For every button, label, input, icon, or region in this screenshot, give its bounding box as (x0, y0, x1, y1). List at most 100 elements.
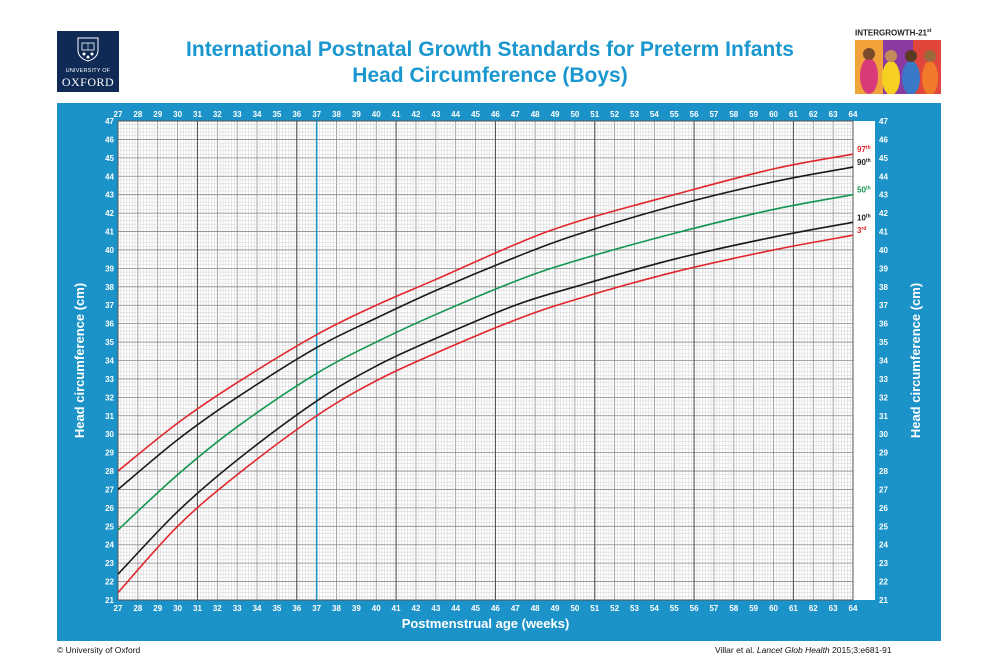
y-tick-label-right: 28 (879, 467, 888, 476)
y-axis-label-left: Head circumference (cm) (72, 283, 87, 438)
y-tick-label-right: 31 (879, 412, 888, 421)
y-tick-label-left: 35 (105, 338, 114, 347)
intergrowth-logo-text: INTERGROWTH-21st (855, 28, 932, 38)
y-tick-label-right: 47 (879, 117, 888, 126)
y-tick-label-right: 44 (879, 172, 888, 181)
intergrowth-logo: INTERGROWTH-21st (855, 28, 941, 94)
y-tick-label-left: 25 (105, 522, 114, 531)
y-tick-label-right: 29 (879, 449, 888, 458)
x-tick-label-top: 57 (709, 110, 718, 119)
x-tick-label-top: 27 (114, 110, 123, 119)
percentile-curve-p50 (117, 193, 854, 531)
x-tick-label-top: 28 (133, 110, 142, 119)
x-tick-label-bottom: 63 (829, 604, 838, 613)
x-tick-label-bottom: 54 (650, 604, 659, 613)
y-tick-label-right: 32 (879, 393, 888, 402)
x-tick-label-top: 30 (173, 110, 182, 119)
x-tick-label-top: 31 (193, 110, 202, 119)
y-tick-label-left: 21 (105, 596, 114, 605)
x-tick-label-bottom: 49 (551, 604, 560, 613)
x-tick-label-bottom: 50 (570, 604, 579, 613)
x-tick-label-bottom: 55 (670, 604, 679, 613)
x-tick-label-bottom: 57 (709, 604, 718, 613)
y-tick-label-right: 37 (879, 301, 888, 310)
x-tick-label-top: 50 (570, 110, 579, 119)
x-tick-label-bottom: 34 (253, 604, 262, 613)
x-tick-label-top: 48 (531, 110, 540, 119)
x-tick-label-top: 35 (272, 110, 281, 119)
y-tick-label-left: 42 (105, 209, 114, 218)
oxford-crest-icon (77, 37, 99, 62)
y-tick-label-right: 33 (879, 375, 888, 384)
oxford-logo-line2: OXFORD (61, 75, 115, 89)
x-tick-label-top: 56 (690, 110, 699, 119)
footer-copyright: © University of Oxford (57, 645, 141, 655)
x-tick-label-top: 47 (511, 110, 520, 119)
y-tick-label-left: 29 (105, 449, 114, 458)
y-tick-label-right: 25 (879, 522, 888, 531)
y-tick-label-left: 24 (105, 541, 114, 550)
x-tick-label-bottom: 45 (471, 604, 480, 613)
y-tick-label-left: 27 (105, 485, 114, 494)
x-tick-label-bottom: 52 (610, 604, 619, 613)
x-tick-label-bottom: 37 (312, 604, 321, 613)
y-tick-label-left: 26 (105, 504, 114, 513)
x-tick-label-top: 46 (491, 110, 500, 119)
x-tick-label-top: 45 (471, 110, 480, 119)
x-tick-label-bottom: 35 (272, 604, 281, 613)
y-tick-label-left: 38 (105, 283, 114, 292)
x-tick-label-top: 53 (630, 110, 639, 119)
y-tick-label-right: 41 (879, 228, 888, 237)
x-tick-label-bottom: 58 (729, 604, 738, 613)
y-tick-label-left: 41 (105, 228, 114, 237)
x-tick-label-top: 63 (829, 110, 838, 119)
x-tick-label-top: 55 (670, 110, 679, 119)
x-tick-label-top: 59 (749, 110, 758, 119)
y-tick-label-right: 22 (879, 578, 888, 587)
x-tick-label-bottom: 42 (412, 604, 421, 613)
x-tick-label-top: 60 (769, 110, 778, 119)
x-tick-label-bottom: 41 (392, 604, 401, 613)
y-tick-label-left: 47 (105, 117, 114, 126)
oxford-logo: UNIVERSITY OF OXFORD (57, 31, 119, 92)
x-tick-label-top: 32 (213, 110, 222, 119)
y-tick-label-left: 45 (105, 154, 114, 163)
y-tick-label-left: 39 (105, 264, 114, 273)
x-tick-label-bottom: 30 (173, 604, 182, 613)
y-tick-label-left: 33 (105, 375, 114, 384)
x-tick-label-top: 61 (789, 110, 798, 119)
y-tick-label-left: 40 (105, 246, 114, 255)
y-tick-label-right: 35 (879, 338, 888, 347)
y-tick-label-right: 24 (879, 541, 888, 550)
x-tick-label-top: 41 (392, 110, 401, 119)
x-tick-label-top: 51 (590, 110, 599, 119)
y-tick-label-left: 22 (105, 578, 114, 587)
x-tick-label-bottom: 47 (511, 604, 520, 613)
percentile-label-p10: 10th (857, 213, 871, 222)
y-tick-label-right: 46 (879, 135, 888, 144)
y-tick-label-right: 42 (879, 209, 888, 218)
percentile-curve-p97 (117, 153, 854, 472)
x-tick-label-bottom: 62 (809, 604, 818, 613)
x-tick-label-bottom: 46 (491, 604, 500, 613)
y-tick-label-left: 37 (105, 301, 114, 310)
x-tick-label-bottom: 61 (789, 604, 798, 613)
x-tick-label-bottom: 43 (431, 604, 440, 613)
x-tick-label-bottom: 59 (749, 604, 758, 613)
x-tick-label-top: 29 (153, 110, 162, 119)
x-tick-label-bottom: 38 (332, 604, 341, 613)
percentile-curve-p90 (117, 166, 854, 491)
y-tick-label-left: 28 (105, 467, 114, 476)
y-tick-label-right: 36 (879, 320, 888, 329)
y-tick-label-right: 23 (879, 559, 888, 568)
oxford-logo-line1: UNIVERSITY OF (65, 68, 111, 74)
x-tick-label-bottom: 53 (630, 604, 639, 613)
y-tick-label-right: 34 (879, 357, 888, 366)
x-tick-label-top: 64 (849, 110, 858, 119)
axis-ticks: 27 27 28 28 29 29 30 30 31 31 32 32 33 33 34 34 35 35 36 36… (105, 110, 888, 613)
x-tick-label-bottom: 44 (451, 604, 460, 613)
y-tick-label-left: 31 (105, 412, 114, 421)
plot-border (117, 120, 854, 601)
x-tick-label-top: 42 (412, 110, 421, 119)
